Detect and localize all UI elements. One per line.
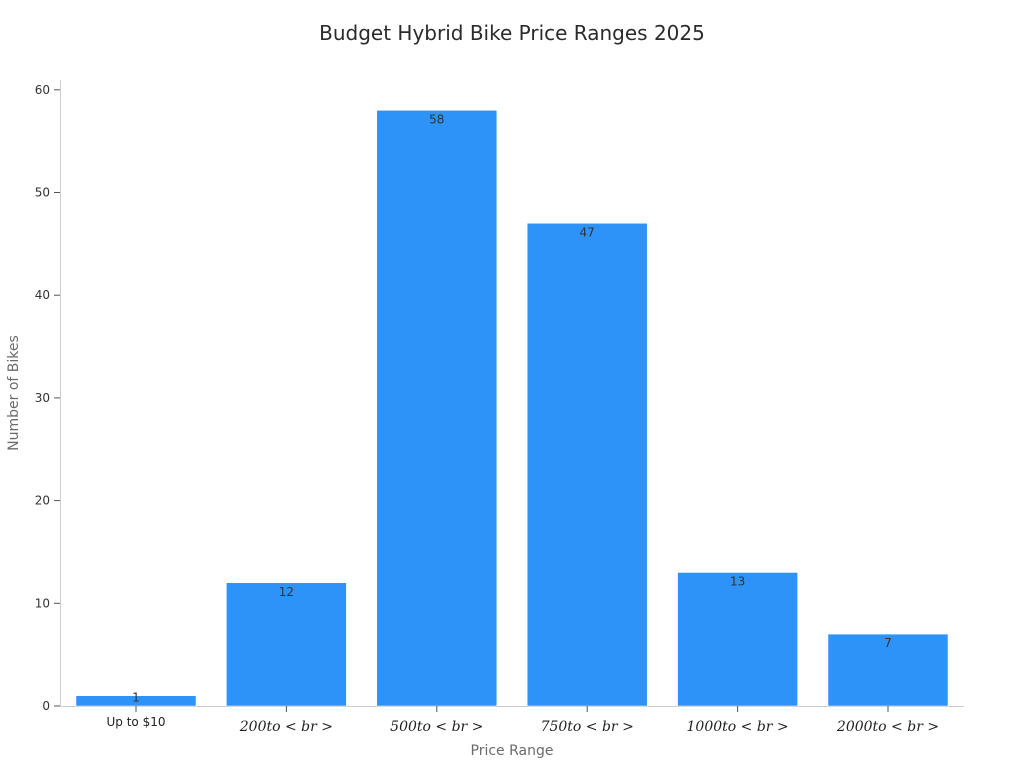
y-axis-ticks: 0 10 20 30 40 50 60 bbox=[35, 83, 60, 713]
bar-value-label: 58 bbox=[429, 112, 444, 126]
bar bbox=[677, 572, 798, 707]
bar bbox=[376, 110, 498, 707]
bar bbox=[827, 633, 949, 707]
x-tick-label: 1000to < br > bbox=[687, 719, 789, 735]
y-tick-label: 30 bbox=[35, 391, 50, 405]
y-tick-label: 50 bbox=[35, 186, 50, 200]
bar-value-label: 47 bbox=[580, 225, 595, 239]
bars-group: 1 12 58 47 13 7 bbox=[75, 110, 949, 707]
x-tick-label: 200to < br > bbox=[239, 719, 333, 735]
bar-value-label: 13 bbox=[730, 574, 745, 588]
x-tick-label: 2000to < br > bbox=[836, 719, 939, 735]
chart-title: Budget Hybrid Bike Price Ranges 2025 bbox=[319, 21, 705, 45]
bar bbox=[226, 582, 347, 707]
y-tick-label: 60 bbox=[35, 83, 50, 97]
x-tick-label: Up to $10 bbox=[107, 715, 166, 729]
bar-value-label: 1 bbox=[132, 691, 140, 705]
bar-value-label: 12 bbox=[279, 585, 294, 599]
y-tick-label: 0 bbox=[42, 699, 50, 713]
x-tick-label: 500to < br > bbox=[390, 719, 483, 735]
y-axis-label: Number of Bikes bbox=[6, 335, 22, 451]
bar-value-label: 7 bbox=[884, 636, 892, 650]
x-axis-ticks: Up to $10 200to < br > 500to < br > 750to <… bbox=[107, 706, 939, 735]
x-tick-label: 750to < br > bbox=[541, 719, 634, 735]
bar bbox=[526, 223, 648, 707]
y-tick-label: 40 bbox=[35, 288, 50, 302]
x-axis-label: Price Range bbox=[471, 743, 554, 759]
y-tick-label: 10 bbox=[35, 596, 50, 610]
y-tick-label: 20 bbox=[35, 494, 50, 508]
